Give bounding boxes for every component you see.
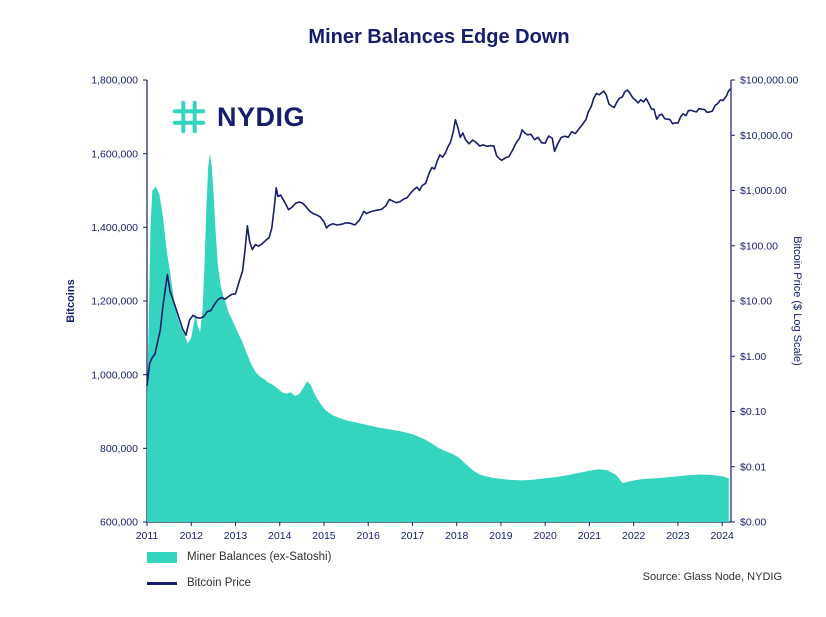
legend-swatch-miner-balances <box>147 551 177 563</box>
left-axis-tick-label: 1,400,000 <box>91 222 138 234</box>
legend-swatch-bitcoin-price <box>147 581 177 585</box>
miner-balances-area <box>147 153 729 522</box>
x-axis-tick-label: 2012 <box>180 530 204 542</box>
left-axis-tick-label: 800,000 <box>100 443 138 455</box>
x-axis-tick-label: 2018 <box>445 530 469 542</box>
right-axis-tick-label: $10.00 <box>740 296 772 308</box>
legend: Miner Balances (ex-Satoshi) Bitcoin Pric… <box>147 544 331 596</box>
x-axis-tick-label: 2022 <box>622 530 646 542</box>
nydig-logo: NYDIG <box>170 98 305 136</box>
x-axis-tick-label: 2017 <box>401 530 425 542</box>
right-axis-tick-label: $0.10 <box>740 406 766 418</box>
chart-title: Miner Balances Edge Down <box>308 26 570 48</box>
x-axis-tick-label: 2016 <box>357 530 381 542</box>
x-axis-tick-label: 2015 <box>312 530 336 542</box>
right-axis-tick-label: $1,000.00 <box>740 185 787 197</box>
legend-label-bitcoin-price: Bitcoin Price <box>187 577 251 589</box>
right-axis-tick-label: $10,000.00 <box>740 130 793 142</box>
right-axis-tick-label: $1.00 <box>740 351 766 363</box>
x-axis-tick-label: 2021 <box>578 530 602 542</box>
x-axis-tick-label: 2011 <box>136 530 159 542</box>
x-axis-tick-label: 2019 <box>489 530 513 542</box>
left-axis-tick-label: 1,000,000 <box>91 369 138 381</box>
left-axis-tick-label: 1,600,000 <box>91 148 138 160</box>
legend-item-miner-balances: Miner Balances (ex-Satoshi) <box>147 544 331 570</box>
right-axis-tick-label: $0.00 <box>740 517 766 529</box>
x-axis-tick-label: 2023 <box>666 530 690 542</box>
x-axis-tick-label: 2020 <box>534 530 558 542</box>
x-axis-tick-label: 2024 <box>710 530 734 542</box>
right-axis-tick-label: $100.00 <box>740 240 778 252</box>
x-axis-tick-label: 2014 <box>268 530 292 542</box>
right-axis-tick-label: $0.01 <box>740 461 766 473</box>
source-note: Source: Glass Node, NYDIG <box>642 571 782 583</box>
legend-item-bitcoin-price: Bitcoin Price <box>147 570 331 596</box>
right-axis-tick-label: $100,000.00 <box>740 75 799 87</box>
left-axis-tick-label: 600,000 <box>100 517 138 529</box>
nydig-logo-text: NYDIG <box>217 101 306 132</box>
left-axis-tick-label: 1,200,000 <box>91 296 138 308</box>
x-axis-tick-label: 2013 <box>224 530 248 542</box>
legend-label-miner-balances: Miner Balances (ex-Satoshi) <box>187 551 332 563</box>
bitcoin-price-line <box>146 88 731 386</box>
nydig-logo-icon <box>172 100 206 134</box>
left-axis-tick-label: 1,800,000 <box>91 75 138 87</box>
